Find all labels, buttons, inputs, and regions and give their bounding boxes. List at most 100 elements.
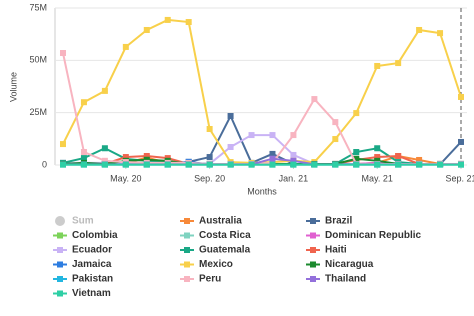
x-tick-label: May. 21 — [362, 173, 393, 183]
point — [374, 62, 381, 69]
legend-item[interactable]: Sum — [55, 216, 94, 227]
point — [80, 161, 87, 168]
legend: Sum Australia Brazil Colombia Costa Rica Domi… — [53, 216, 422, 299]
legend-marker — [184, 276, 190, 282]
legend-item[interactable]: Jamaica — [53, 259, 112, 270]
point — [143, 161, 150, 168]
legend-label: Jamaica — [72, 259, 112, 270]
legend-marker — [184, 232, 190, 239]
legend-item[interactable]: Vietnam — [53, 288, 111, 299]
legend-item[interactable]: Brazil — [306, 216, 352, 227]
point — [458, 138, 464, 145]
legend-marker — [55, 216, 65, 226]
point — [395, 60, 402, 67]
legend-label: Haiti — [325, 245, 347, 256]
y-tick-label: 50M — [29, 55, 47, 65]
series-line — [62, 52, 461, 165]
legend-label: Pakistan — [72, 274, 113, 285]
point — [332, 119, 339, 126]
point — [227, 113, 234, 120]
point — [437, 161, 444, 168]
point — [185, 161, 192, 168]
y-tick-label: 75M — [29, 2, 47, 12]
legend-label: Sum — [72, 216, 94, 227]
legend-marker — [57, 261, 63, 268]
legend-label: Australia — [199, 216, 242, 227]
legend-marker — [310, 218, 316, 224]
series-line — [62, 18, 462, 164]
point — [143, 26, 150, 33]
point — [227, 143, 234, 150]
point — [395, 161, 402, 168]
legend-item[interactable]: Nicaragua — [306, 259, 374, 270]
legend-marker — [310, 261, 316, 268]
series — [60, 50, 464, 167]
point — [290, 157, 297, 164]
point — [353, 155, 360, 162]
point — [353, 161, 360, 168]
point — [269, 155, 276, 162]
point — [395, 152, 402, 159]
point — [248, 161, 255, 168]
legend-item[interactable]: Guatemala — [180, 245, 251, 256]
point — [269, 150, 276, 157]
legend-item[interactable]: Australia — [180, 216, 242, 227]
point — [290, 132, 297, 139]
point — [80, 155, 87, 162]
legend-item[interactable]: Peru — [180, 274, 221, 285]
x-tick-label: Sep. 20 — [194, 173, 225, 183]
point — [269, 161, 276, 168]
y-tick-label: 0 — [42, 159, 47, 169]
legend-marker — [57, 276, 63, 282]
legend-marker — [184, 247, 190, 253]
point — [311, 96, 318, 103]
point — [60, 161, 66, 168]
legend-label: Mexico — [199, 259, 233, 270]
point — [458, 161, 464, 168]
point — [122, 161, 129, 168]
point — [374, 161, 381, 168]
point — [60, 141, 66, 148]
series — [60, 16, 464, 166]
point — [122, 43, 129, 50]
point — [269, 132, 276, 139]
point — [374, 145, 381, 152]
legend-marker — [310, 276, 316, 282]
point — [164, 16, 171, 23]
legend-item[interactable]: Dominican Republic — [306, 230, 422, 241]
legend-item[interactable]: Colombia — [53, 230, 118, 241]
y-tick-label: 25M — [29, 107, 47, 117]
legend-marker — [57, 247, 63, 253]
point — [416, 156, 423, 163]
point — [332, 161, 339, 168]
point — [416, 26, 423, 33]
legend-marker — [57, 232, 63, 239]
series — [60, 161, 464, 168]
point — [290, 151, 297, 158]
point — [290, 161, 297, 168]
legend-item[interactable]: Mexico — [180, 259, 233, 270]
point — [206, 161, 213, 168]
point — [185, 19, 192, 26]
legend-item[interactable]: Costa Rica — [180, 230, 251, 241]
point — [101, 161, 108, 168]
point — [332, 136, 339, 143]
point — [227, 161, 234, 168]
legend-item[interactable]: Pakistan — [53, 274, 113, 285]
legend-item[interactable]: Haiti — [306, 245, 347, 256]
legend-label: Thailand — [325, 274, 366, 285]
series-line — [63, 134, 461, 165]
point — [164, 161, 171, 168]
legend-item[interactable]: Ecuador — [53, 245, 112, 256]
legend-label: Nicaragua — [325, 259, 374, 270]
x-tick-label: May. 20 — [110, 173, 141, 183]
legend-label: Ecuador — [72, 245, 112, 256]
x-tick-label: Sep. 21 — [445, 173, 474, 183]
point — [101, 87, 108, 94]
legend-label: Colombia — [72, 230, 118, 241]
point — [416, 161, 423, 168]
point — [458, 93, 464, 100]
legend-item[interactable]: Thailand — [306, 274, 366, 285]
point — [101, 145, 108, 152]
